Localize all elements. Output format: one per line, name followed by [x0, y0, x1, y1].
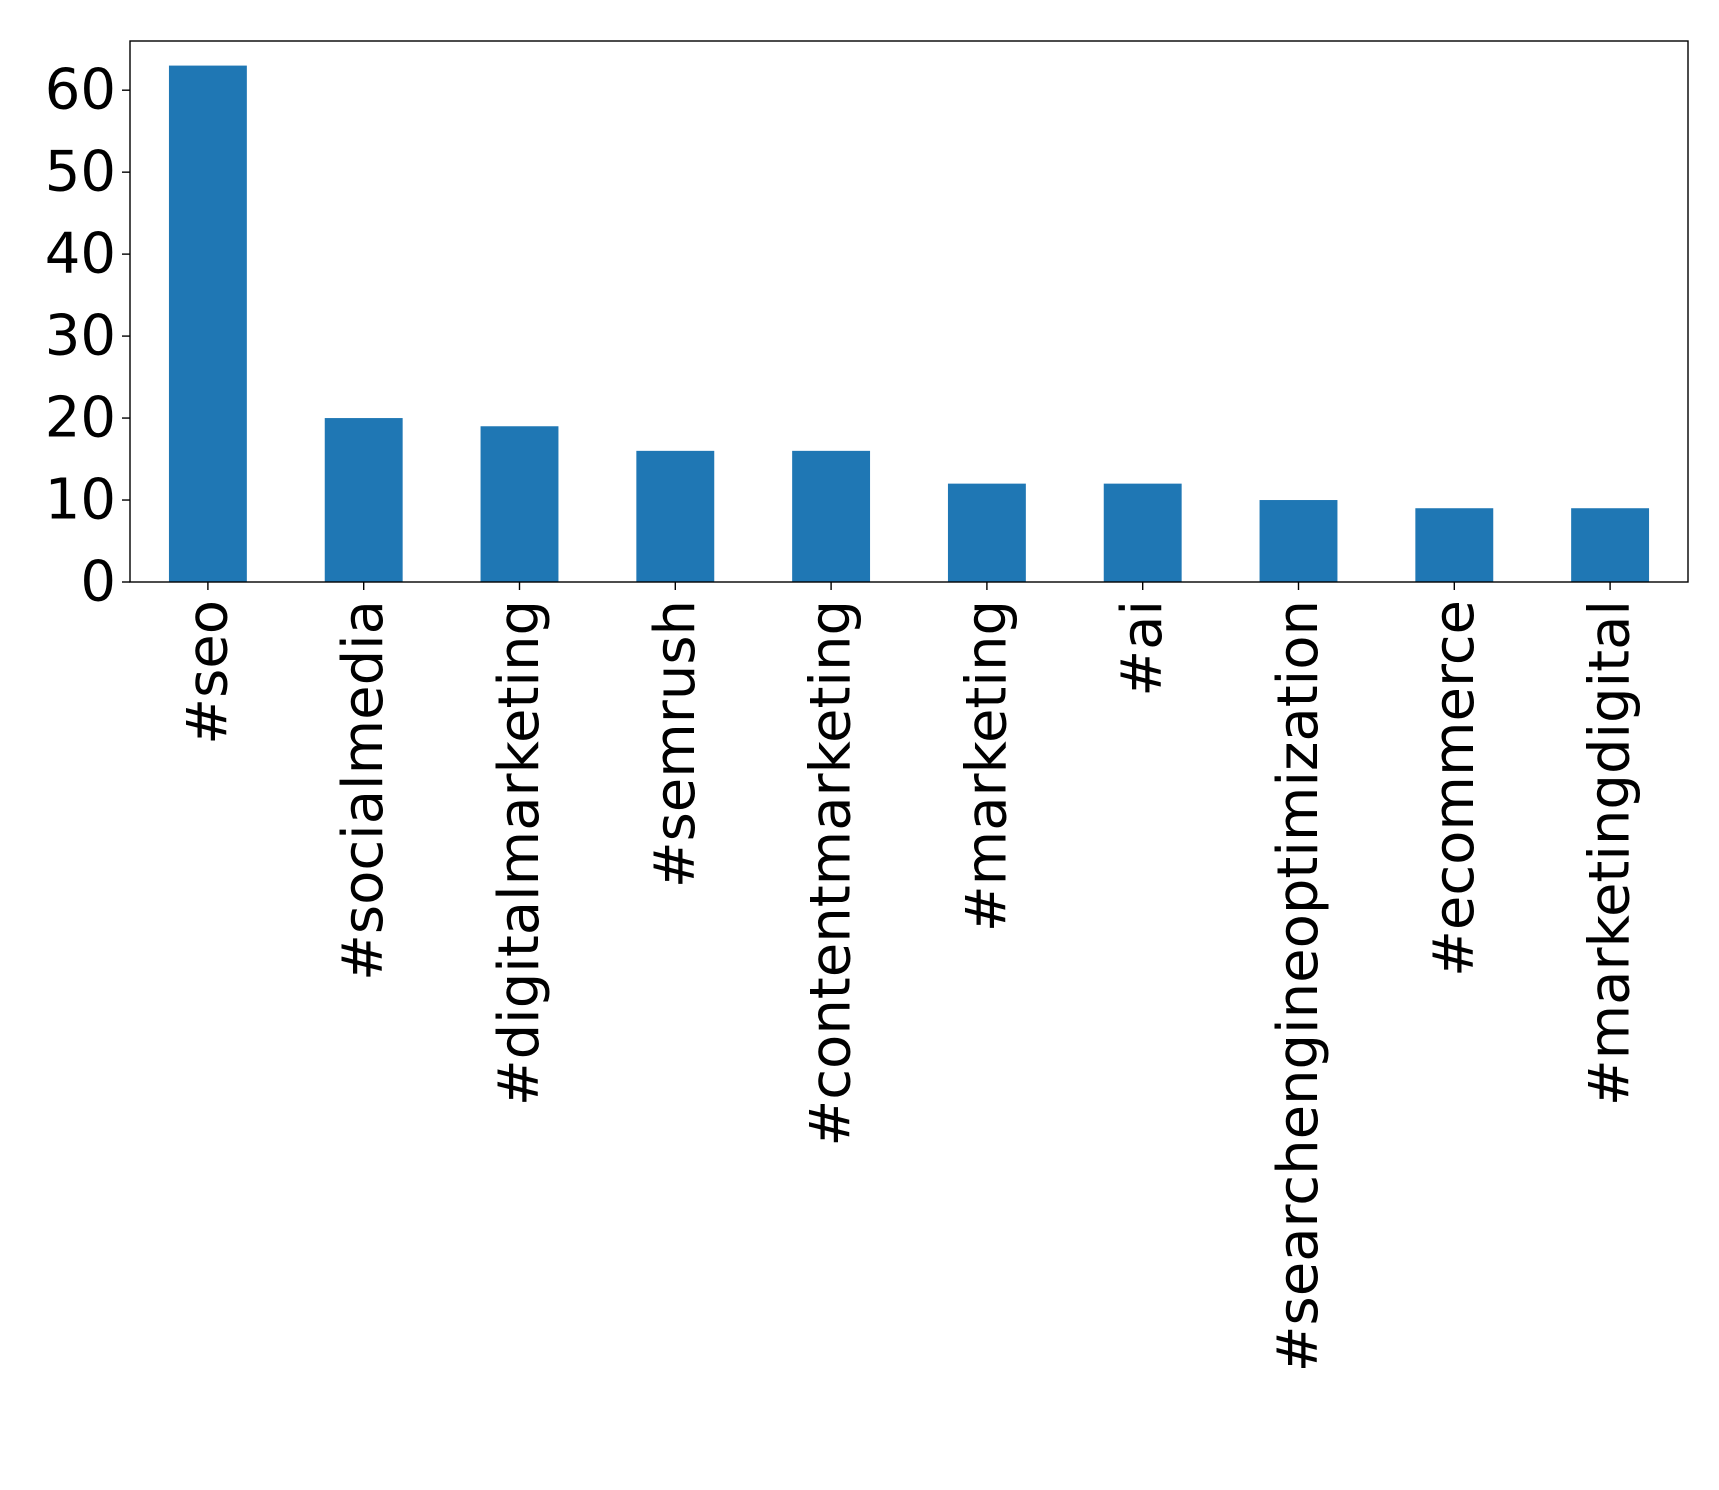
bar-marketingdigital [1571, 508, 1650, 582]
x-tick-label: #marketing [954, 600, 1019, 932]
x-tick-label: #seo [175, 600, 240, 745]
x-axis: #seo #socialmedia #digitalmarketing #semrus… [175, 582, 1643, 1372]
bar-ecommerce [1415, 508, 1494, 582]
bar-socialmedia [324, 418, 403, 582]
y-axis: 0 10 20 30 40 50 60 [45, 58, 130, 615]
x-tick-label: #ecommerce [1422, 600, 1487, 977]
bars-group [168, 65, 1650, 582]
bar-marketing [947, 483, 1026, 582]
y-tick-label: 60 [45, 58, 116, 123]
plot-frame [129, 40, 1689, 583]
bar-semrush [636, 450, 715, 582]
bar-digitalmarketing [480, 426, 559, 582]
bar-searchengineoptimization [1259, 500, 1338, 582]
x-tick-label: #contentmarketing [799, 600, 864, 1147]
x-tick-label: #marketingdigital [1578, 600, 1643, 1106]
y-tick-label: 0 [80, 550, 116, 615]
bar-contentmarketing [792, 450, 871, 582]
x-tick-label: #semrush [643, 600, 708, 888]
x-tick-label: #digitalmarketing [487, 600, 552, 1106]
bar-ai [1103, 483, 1182, 582]
bar-seo [168, 65, 247, 582]
x-tick-label: #ai [1110, 600, 1175, 697]
y-tick-label: 30 [45, 304, 116, 369]
y-tick-label: 10 [45, 468, 116, 533]
y-tick-label: 20 [45, 386, 116, 451]
x-tick-label: #searchengineoptimization [1266, 600, 1331, 1372]
y-tick-label: 50 [45, 140, 116, 205]
y-tick-label: 40 [45, 222, 116, 287]
x-tick-label: #socialmedia [331, 600, 396, 981]
